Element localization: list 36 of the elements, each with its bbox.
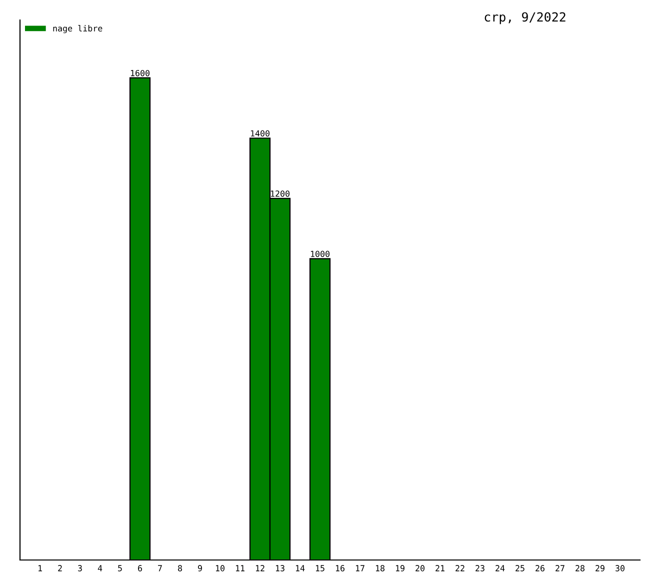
x-tick-label: 5 bbox=[118, 565, 122, 572]
x-tick-label: 29 bbox=[596, 565, 604, 572]
x-tick-label: 11 bbox=[236, 565, 244, 572]
x-tick-label: 13 bbox=[276, 565, 284, 572]
x-tick-label: 4 bbox=[98, 565, 102, 572]
x-tick-label: 15 bbox=[316, 565, 324, 572]
x-tick-label: 21 bbox=[436, 565, 444, 572]
x-tick-label: 3 bbox=[78, 565, 82, 572]
x-tick-label: 10 bbox=[216, 565, 224, 572]
x-tick-label: 28 bbox=[576, 565, 584, 572]
x-tick-label: 2 bbox=[58, 565, 62, 572]
data-label: 1600 bbox=[130, 70, 150, 76]
data-label: 1200 bbox=[270, 190, 290, 197]
x-tick-label: 17 bbox=[356, 565, 364, 572]
x-tick-label: 26 bbox=[536, 565, 544, 572]
x-tick-label: 23 bbox=[476, 565, 484, 572]
x-tick-label: 30 bbox=[616, 565, 624, 572]
x-tick-label: 27 bbox=[556, 565, 564, 572]
x-tick-label: 16 bbox=[336, 565, 344, 572]
x-tick-label: 24 bbox=[496, 565, 505, 572]
x-tick-label: 18 bbox=[376, 565, 384, 572]
data-label: 1000 bbox=[310, 250, 330, 258]
x-tick-label: 14 bbox=[296, 565, 305, 572]
x-tick-label: 1 bbox=[38, 565, 42, 572]
x-tick-label: 22 bbox=[456, 565, 464, 572]
x-tick-label: 9 bbox=[198, 565, 202, 572]
data-label: 1400 bbox=[250, 130, 270, 137]
legend-label: nage libre bbox=[53, 25, 102, 34]
chart-title: crp, 9/2022 bbox=[484, 12, 566, 24]
x-tick-label: 19 bbox=[396, 565, 404, 572]
x-tick-label: 7 bbox=[158, 565, 162, 572]
x-tick-label: 12 bbox=[256, 565, 264, 572]
x-tick-label: 25 bbox=[516, 565, 524, 572]
x-tick-label: 20 bbox=[416, 565, 424, 572]
x-tick-label: 8 bbox=[178, 565, 182, 572]
x-tick-label: 6 bbox=[138, 565, 142, 572]
